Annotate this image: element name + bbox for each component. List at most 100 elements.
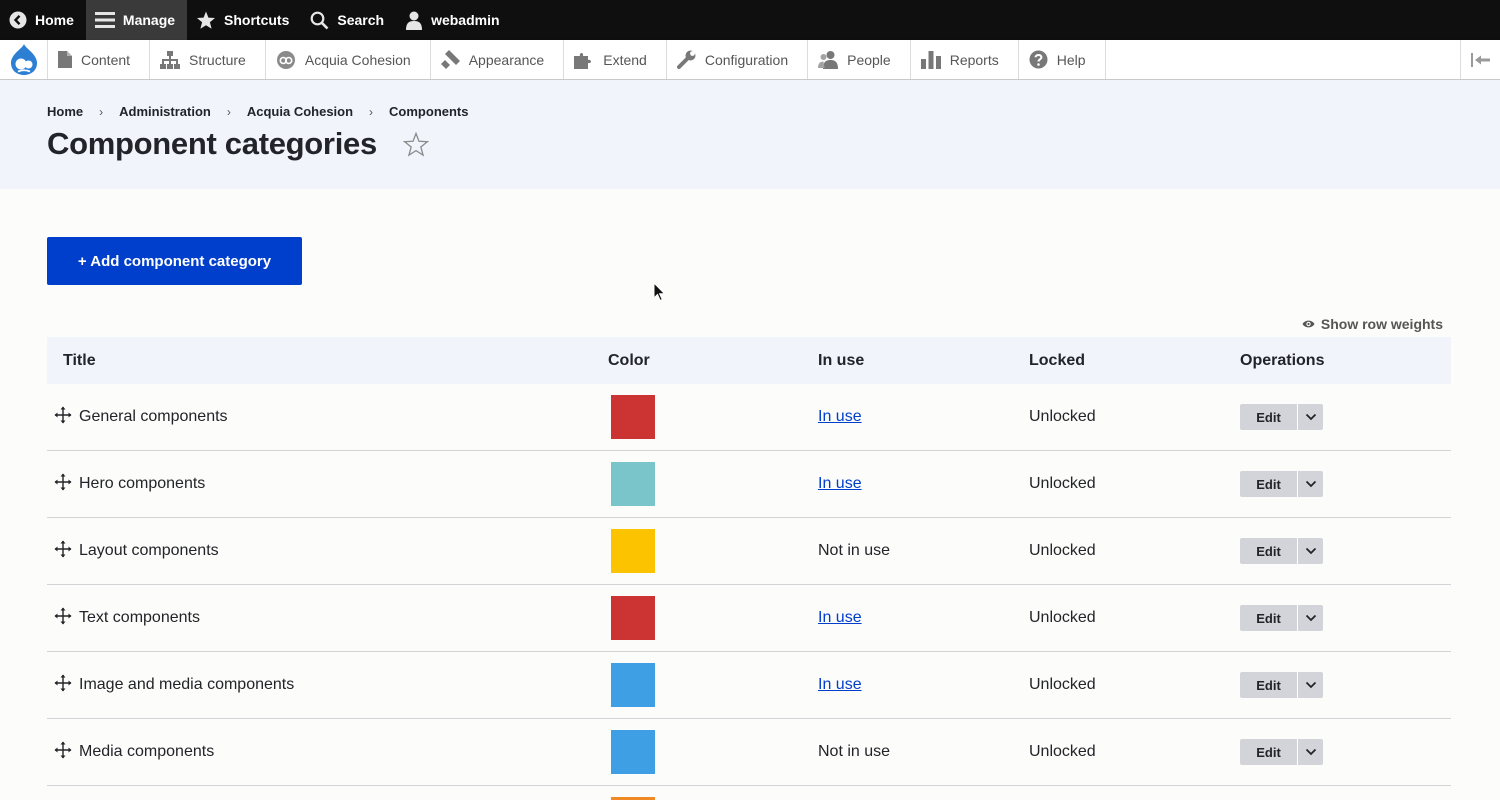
color-swatch xyxy=(611,395,655,439)
drag-handle-icon[interactable] xyxy=(54,607,72,630)
locked-status: Unlocked xyxy=(1029,542,1096,559)
locked-status: Unlocked xyxy=(1029,408,1096,425)
wrench-icon xyxy=(676,50,696,69)
color-swatch xyxy=(611,462,655,506)
drag-handle-icon[interactable] xyxy=(54,406,72,429)
column-header-operations: Operations xyxy=(1240,351,1325,369)
breadcrumb-separator: › xyxy=(369,104,374,119)
toolbar-home[interactable]: Home xyxy=(0,0,86,40)
toolbar-shortcuts[interactable]: Shortcuts xyxy=(187,0,301,40)
operations-dropbutton: Edit xyxy=(1240,538,1323,564)
operations-toggle-button[interactable] xyxy=(1297,404,1323,430)
edit-button[interactable]: Edit xyxy=(1240,471,1297,497)
row-in-use-cell: Not in use xyxy=(818,719,890,785)
tray-item-label: Content xyxy=(81,51,131,68)
drag-handle-icon[interactable] xyxy=(54,540,72,563)
collapse-left-icon xyxy=(1470,52,1490,67)
back-arrow-icon xyxy=(9,11,27,29)
locked-status: Unlocked xyxy=(1029,609,1096,626)
row-color-cell xyxy=(611,384,655,450)
chevron-down-icon xyxy=(1305,614,1316,622)
tray-item-content[interactable]: Content xyxy=(48,40,151,79)
tray-item-acquia-cohesion[interactable]: Acquia Cohesion xyxy=(266,40,431,79)
row-locked-cell: Unlocked xyxy=(1029,518,1096,584)
toolbar-search-label: Search xyxy=(337,12,385,28)
tray-item-appearance[interactable]: Appearance xyxy=(431,40,565,79)
locked-status: Unlocked xyxy=(1029,743,1096,760)
row-operations-cell: Edit xyxy=(1240,384,1323,450)
admin-tray: Content Structure Acquia Cohesion Appear… xyxy=(0,40,1500,80)
drag-handle-icon[interactable] xyxy=(54,741,72,764)
column-header-color: Color xyxy=(608,351,650,369)
operations-toggle-button[interactable] xyxy=(1297,739,1323,765)
search-icon xyxy=(310,11,329,29)
column-header-title: Title xyxy=(63,351,96,369)
admin-toolbar: Home Manage Shortcuts Search webadmin xyxy=(0,0,1500,40)
operations-dropbutton: Edit xyxy=(1240,471,1323,497)
breadcrumb-acquia-cohesion[interactable]: Acquia Cohesion xyxy=(246,104,354,119)
in-use-link[interactable]: In use xyxy=(818,676,862,693)
toolbar-home-label: Home xyxy=(35,12,74,28)
breadcrumb: Home › Administration › Acquia Cohesion … xyxy=(47,104,469,119)
chevron-down-icon xyxy=(1305,748,1316,756)
row-in-use-cell: In use xyxy=(818,585,862,651)
table-row: General components In use Unlocked Edit xyxy=(47,384,1451,451)
locked-status: Unlocked xyxy=(1029,475,1096,492)
tray-item-help[interactable]: Help xyxy=(1019,40,1106,79)
row-operations-cell: Edit xyxy=(1240,652,1323,718)
drag-handle-icon[interactable] xyxy=(54,674,72,697)
tray-item-label: Help xyxy=(1056,51,1086,68)
operations-toggle-button[interactable] xyxy=(1297,605,1323,631)
row-in-use-cell: In use xyxy=(818,451,862,517)
add-component-category-button[interactable]: + Add component category xyxy=(47,237,302,285)
in-use-status: Not in use xyxy=(818,542,891,559)
edit-button[interactable]: Edit xyxy=(1240,404,1297,430)
tray-item-structure[interactable]: Structure xyxy=(150,40,266,79)
row-title-cell: General components xyxy=(54,384,228,450)
breadcrumb-components[interactable]: Components xyxy=(389,104,469,119)
tray-item-extend[interactable]: Extend xyxy=(564,40,667,79)
row-title: General components xyxy=(79,408,228,425)
in-use-link[interactable]: In use xyxy=(818,609,862,626)
table-row: Image and media components In use Unlock… xyxy=(47,652,1451,719)
row-operations-cell: Edit xyxy=(1240,585,1323,651)
row-locked-cell: Unlocked xyxy=(1029,652,1096,718)
toolbar-search[interactable]: Search xyxy=(301,0,396,40)
add-shortcut-star-icon[interactable] xyxy=(402,131,430,162)
row-title-cell: Image and media components xyxy=(54,652,294,718)
row-title: Text components xyxy=(79,609,200,626)
row-operations-cell: Edit xyxy=(1240,451,1323,517)
edit-button[interactable]: Edit xyxy=(1240,739,1297,765)
tray-item-reports[interactable]: Reports xyxy=(911,40,1019,79)
row-operations-cell: Edit xyxy=(1240,719,1323,785)
breadcrumb-administration[interactable]: Administration xyxy=(119,104,211,119)
row-locked-cell: Unlocked xyxy=(1029,451,1096,517)
row-operations-cell: Edit xyxy=(1240,518,1323,584)
operations-toggle-button[interactable] xyxy=(1297,538,1323,564)
breadcrumb-home[interactable]: Home xyxy=(47,104,84,119)
in-use-link[interactable]: In use xyxy=(818,475,862,492)
toolbar-manage[interactable]: Manage xyxy=(85,0,188,40)
row-color-cell xyxy=(611,719,655,785)
operations-toggle-button[interactable] xyxy=(1297,471,1323,497)
tray-item-people[interactable]: People xyxy=(808,40,911,79)
toolbar-user[interactable]: webadmin xyxy=(396,0,511,40)
tray-item-configuration[interactable]: Configuration xyxy=(667,40,809,79)
tray-orientation-toggle[interactable] xyxy=(1460,40,1500,79)
row-title: Media components xyxy=(79,743,215,760)
in-use-link[interactable]: In use xyxy=(818,408,862,425)
edit-button[interactable]: Edit xyxy=(1240,538,1297,564)
row-title: Hero components xyxy=(79,475,206,492)
row-title: Layout components xyxy=(79,542,219,559)
show-row-weights-label: Show row weights xyxy=(1320,316,1443,332)
edit-button[interactable]: Edit xyxy=(1240,605,1297,631)
edit-button[interactable]: Edit xyxy=(1240,672,1297,698)
tray-spacer xyxy=(1106,40,1460,79)
chevron-down-icon xyxy=(1305,480,1316,488)
tray-item-label: Configuration xyxy=(704,51,789,68)
show-row-weights-toggle[interactable]: Show row weights xyxy=(1302,316,1443,332)
drupal-logo[interactable] xyxy=(0,40,48,79)
operations-toggle-button[interactable] xyxy=(1297,672,1323,698)
drag-handle-icon[interactable] xyxy=(54,473,72,496)
table-row: Media components Not in use Unlocked Edi… xyxy=(47,719,1451,786)
